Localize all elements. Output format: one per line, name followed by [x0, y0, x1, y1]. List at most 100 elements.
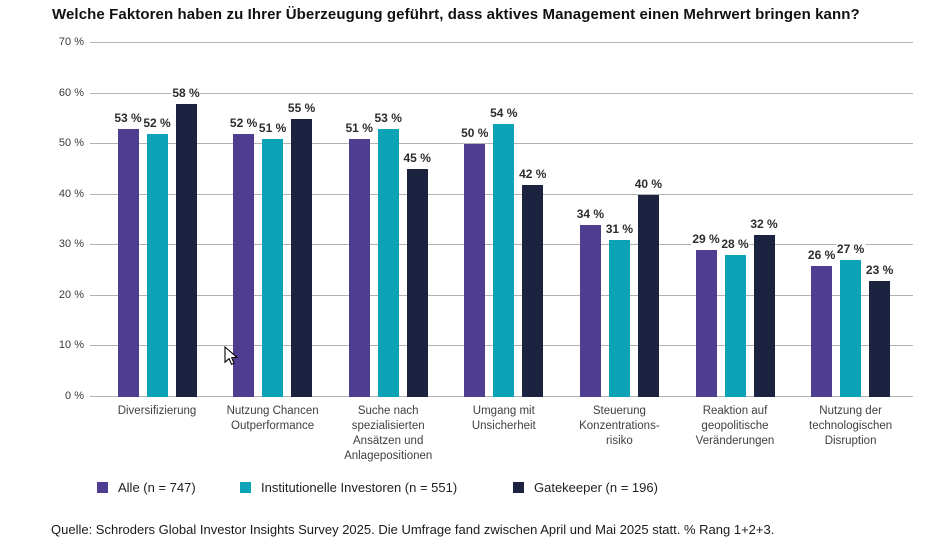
x-axis-category-label: Nutzung Chancen Outperformance	[226, 405, 319, 432]
bar-column: 51 %	[344, 43, 374, 397]
y-axis-tick: 10 %	[58, 339, 84, 352]
gridline-60	[90, 92, 913, 94]
bar-group-5: 34 % 31 % 40 %	[575, 43, 664, 397]
plot-area: 53 % 52 % 58 % 52 % 51 % 55 % 51 % 53 % 45 % 50 %…	[90, 42, 913, 397]
bar	[406, 169, 428, 397]
legend-label: Alle (n = 747)	[118, 480, 196, 495]
bar-column: 52 %	[142, 43, 172, 397]
x-axis-category-label: Steuerung Konzentrations-risiko	[579, 405, 660, 447]
bar-value-label: 50 %	[460, 126, 490, 141]
bar-value-label: 29 %	[691, 232, 721, 247]
bar-column: 26 %	[806, 43, 837, 397]
bar-value-label: 54 %	[489, 105, 519, 120]
x-axis-category-label: Nutzung der technologischen Disruption	[809, 405, 893, 447]
bar-group-6: 29 % 28 % 32 %	[691, 43, 779, 397]
bar-column: 51 %	[257, 43, 288, 397]
bar-value-label: 58 %	[171, 85, 201, 100]
bar-value-label: 40 %	[633, 176, 664, 191]
x-axis-category-label: Suche nach spezialisierten Ansätzen und Anl…	[344, 405, 433, 462]
bar	[869, 280, 891, 397]
x-axis-category-label: Diversifizierung	[117, 405, 197, 417]
bar-column: 53 %	[373, 43, 403, 397]
bar-column: 34 %	[575, 43, 606, 397]
bar-group-1: 53 % 52 % 58 %	[113, 43, 201, 397]
y-axis-tick: 40 %	[58, 187, 84, 200]
legend-swatch-icon	[240, 482, 251, 493]
x-axis-category-label: Umgang mit Unsicherheit	[471, 405, 536, 432]
bar-column: 53 %	[113, 43, 143, 397]
bar-group-3: 51 % 53 % 45 %	[344, 43, 432, 397]
bar-column: 40 %	[633, 43, 664, 397]
bar	[695, 250, 717, 397]
bar	[233, 134, 255, 397]
mouse-cursor-icon	[224, 345, 239, 372]
bar	[464, 144, 486, 397]
bar-column: 32 %	[749, 43, 779, 397]
bar-column: 55 %	[286, 43, 317, 397]
bar-column: 31 %	[604, 43, 635, 397]
bar-value-label: 42 %	[518, 166, 548, 181]
bar-value-label: 52 %	[142, 116, 172, 131]
bar-group-2: 52 % 51 % 55 %	[228, 43, 317, 397]
bar-column: 23 %	[864, 43, 895, 397]
bar	[117, 128, 139, 397]
legend-item: Institutionelle Investoren (n = 551)	[240, 480, 457, 495]
chart-title: Welche Faktoren haben zu Ihrer Überzeugu…	[52, 6, 860, 23]
legend-item: Gatekeeper (n = 196)	[513, 480, 658, 495]
bar-group-7: 26 % 27 % 23 %	[806, 43, 895, 397]
bar	[146, 134, 168, 397]
bar-column: 52 %	[228, 43, 259, 397]
bar-value-label: 55 %	[286, 100, 317, 115]
gridline-70	[90, 42, 913, 43]
bar-value-label: 32 %	[749, 217, 779, 232]
bar	[608, 240, 630, 397]
bar	[175, 103, 197, 397]
bar-value-label: 34 %	[575, 207, 606, 222]
bar-column: 58 %	[171, 43, 201, 397]
x-axis-category-label: Reaktion auf geopolitische Veränderungen	[695, 405, 775, 447]
bar-column: 42 %	[518, 43, 548, 397]
bar-value-label: 51 %	[344, 121, 374, 136]
bar-value-label: 53 %	[113, 110, 143, 125]
bar-value-label: 51 %	[257, 121, 288, 136]
bar	[493, 123, 515, 397]
bar-column: 29 %	[691, 43, 721, 397]
y-axis-tick: 20 %	[58, 288, 84, 301]
bar	[811, 265, 833, 397]
bar	[291, 118, 313, 397]
bar-column: 28 %	[720, 43, 750, 397]
y-axis-tick: 30 %	[58, 238, 84, 251]
legend-label: Gatekeeper (n = 196)	[534, 480, 658, 495]
bar	[637, 194, 659, 397]
source-note: Quelle: Schroders Global Investor Insigh…	[51, 522, 775, 537]
y-axis-tick: 60 %	[58, 86, 84, 99]
bar	[377, 128, 399, 397]
bar-column: 27 %	[835, 43, 866, 397]
bar	[522, 184, 544, 397]
bar-value-label: 52 %	[228, 116, 259, 131]
y-axis-tick: 50 %	[58, 137, 84, 150]
bar-value-label: 23 %	[864, 262, 895, 277]
bar	[579, 225, 601, 397]
bar-column: 45 %	[402, 43, 432, 397]
bar-value-label: 53 %	[373, 110, 403, 125]
y-axis-tick: 0 %	[65, 390, 84, 402]
bar-value-label: 27 %	[835, 242, 866, 257]
bar	[724, 255, 746, 397]
bar-value-label: 28 %	[720, 237, 750, 252]
legend-label: Institutionelle Investoren (n = 551)	[261, 480, 458, 495]
bar	[262, 139, 284, 397]
y-axis-tick: 70 %	[58, 36, 84, 48]
bar-value-label: 31 %	[604, 222, 635, 237]
bar-value-label: 26 %	[806, 247, 837, 262]
legend-swatch-icon	[97, 482, 108, 493]
bar-group-4: 50 % 54 % 42 %	[460, 43, 548, 397]
bar	[753, 235, 775, 397]
legend-item: Alle (n = 747)	[97, 480, 196, 495]
bar-column: 50 %	[460, 43, 490, 397]
legend-swatch-icon	[513, 482, 524, 493]
bar	[840, 260, 862, 397]
bar-column: 54 %	[489, 43, 519, 397]
bar-value-label: 45 %	[402, 151, 432, 166]
